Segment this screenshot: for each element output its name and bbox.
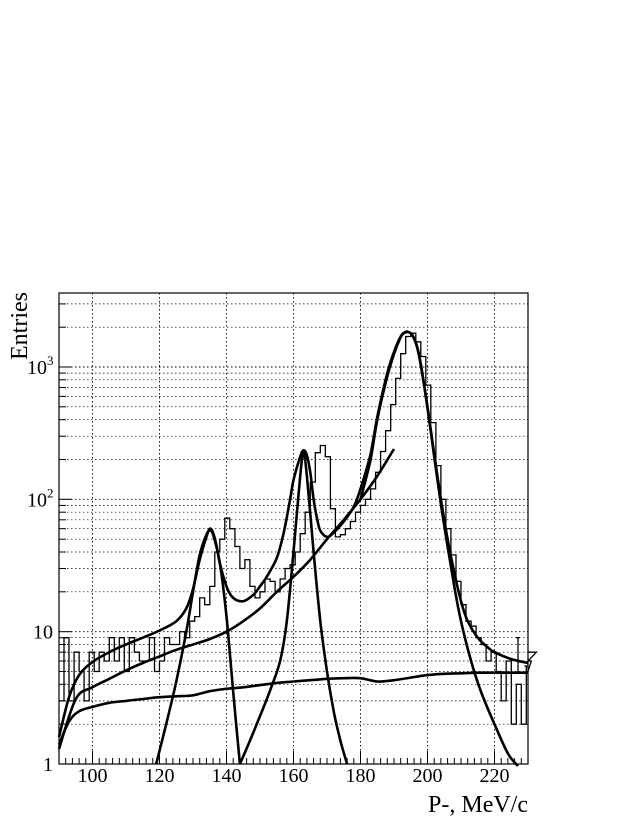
x-tick-label: 120 (145, 765, 175, 787)
y-tick-label: 1 (43, 754, 53, 776)
grid (59, 293, 528, 764)
x-tick-label: 140 (212, 765, 242, 787)
x-axis-label: P-, MeV/c (428, 792, 528, 818)
flat-component-curve (57, 671, 528, 746)
fit-curves (57, 330, 529, 767)
background-curve (57, 448, 396, 750)
y-tick-label: 103 (27, 353, 54, 379)
x-tick-label: 200 (413, 765, 443, 787)
peak-163-curve (238, 451, 349, 765)
y-tick-label-base: 10 (27, 489, 47, 511)
y-tick-label-exponent: 3 (47, 353, 54, 368)
x-tick-label: 160 (279, 765, 309, 787)
x-tick-label: 100 (78, 765, 108, 787)
histogram (59, 332, 538, 725)
x-tick-label: 180 (346, 765, 376, 787)
y-tick-label: 10 (33, 622, 53, 644)
y-tick-label: 102 (27, 485, 54, 511)
histogram-outline (59, 332, 538, 725)
peak-195-curve (359, 330, 520, 767)
y-tick-label-base: 10 (27, 357, 47, 379)
y-axis-label: Entries (7, 292, 33, 360)
y-tick-label-exponent: 2 (47, 485, 54, 500)
x-tick-label: 220 (480, 765, 510, 787)
peak-135-curve (154, 529, 242, 765)
